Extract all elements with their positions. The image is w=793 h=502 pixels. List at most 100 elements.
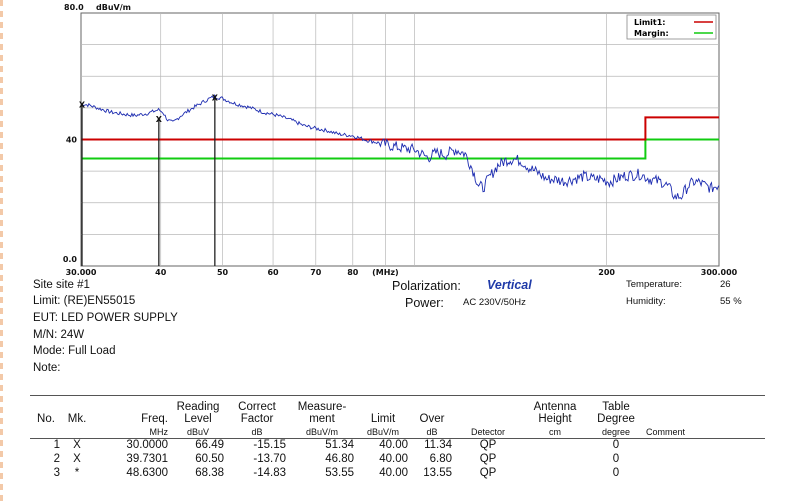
left-edge-decoration bbox=[0, 0, 3, 502]
row-comment bbox=[644, 466, 765, 480]
marker-symbol: X bbox=[79, 101, 86, 110]
y-unit-label: dBuV/m bbox=[96, 3, 131, 12]
unit-measurement: dBuV/m bbox=[305, 426, 338, 437]
row-detector: QP bbox=[479, 453, 497, 465]
row-table-degree: 0 bbox=[612, 439, 620, 451]
mode-label: Mode: Full Load bbox=[33, 345, 116, 357]
x-tick-label: 40 bbox=[155, 268, 167, 277]
header-correct: Correct Factor bbox=[238, 401, 276, 425]
table-row: 3 * 48.6300 68.38 -14.83 53.55 40.00 13.… bbox=[30, 466, 765, 480]
header-freq: Freq. bbox=[141, 413, 168, 425]
legend: Limit1: Margin: bbox=[626, 14, 717, 40]
header-table-degree: Table Degree bbox=[597, 401, 635, 425]
legend-label: Margin: bbox=[634, 29, 669, 38]
humidity-label: Humidity: bbox=[626, 296, 666, 307]
row-correct: -15.15 bbox=[253, 439, 286, 451]
row-no: 1 bbox=[53, 439, 60, 451]
row-comment bbox=[644, 452, 765, 466]
header-mk: Mk. bbox=[67, 413, 87, 425]
legend-label: Limit1: bbox=[634, 18, 666, 27]
row-comment bbox=[644, 438, 765, 452]
polarization-label: Polarization: bbox=[392, 279, 461, 293]
row-limit: 40.00 bbox=[379, 467, 408, 479]
header-measurement: Measure- ment bbox=[297, 401, 347, 425]
x-tick-label: (MHz) bbox=[372, 268, 399, 277]
temperature-label: Temperature: bbox=[626, 279, 682, 290]
unit-reading: dBuV bbox=[186, 426, 210, 437]
row-measurement: 46.80 bbox=[325, 453, 354, 465]
humidity-value: 55 % bbox=[720, 296, 742, 307]
x-tick-label: 200 bbox=[598, 268, 615, 277]
unit-correct: dB bbox=[251, 426, 263, 437]
measurement-trace bbox=[80, 94, 720, 200]
header-no: No. bbox=[37, 413, 55, 425]
row-no: 3 bbox=[53, 467, 60, 479]
x-tick-label: 80 bbox=[347, 268, 359, 277]
header-detector bbox=[454, 395, 522, 425]
row-over: 11.34 bbox=[424, 439, 452, 451]
power-value: AC 230V/50Hz bbox=[463, 297, 526, 308]
limit-line bbox=[81, 116, 719, 141]
header-reading: Reading Level bbox=[176, 401, 220, 425]
unit-limit: dBuV/m bbox=[366, 426, 399, 437]
site-label: Site site #1 bbox=[33, 279, 90, 291]
margin-line bbox=[81, 138, 719, 160]
row-freq: 30.0000 bbox=[126, 439, 168, 451]
row-mk: X bbox=[73, 439, 81, 451]
limit-standard-label: Limit: (RE)EN55015 bbox=[33, 295, 136, 307]
row-reading: 68.38 bbox=[195, 467, 224, 479]
header-comment bbox=[644, 395, 765, 425]
y-tick-label: 40 bbox=[66, 136, 78, 145]
table-unit-rule bbox=[30, 438, 765, 439]
row-over: 6.80 bbox=[429, 453, 452, 465]
y-top-tick-label: 80.0 bbox=[64, 3, 84, 12]
table-top-rule bbox=[30, 395, 765, 396]
row-limit: 40.00 bbox=[379, 453, 408, 465]
x-tick-label: 60 bbox=[267, 268, 279, 277]
row-correct: -13.70 bbox=[253, 453, 286, 465]
row-mk: * bbox=[74, 467, 80, 479]
row-freq: 39.7301 bbox=[126, 453, 168, 465]
row-antenna bbox=[522, 452, 588, 466]
eut-label: EUT: LED POWER SUPPLY bbox=[33, 312, 178, 324]
row-detector: QP bbox=[479, 467, 497, 479]
x-tick-label: 30.000 bbox=[66, 268, 97, 277]
unit-antenna: cm bbox=[549, 426, 561, 437]
unit-table-degree: degree bbox=[601, 426, 631, 437]
unit-comment: Comment bbox=[646, 426, 686, 437]
row-table-degree: 0 bbox=[612, 467, 620, 479]
row-reading: 66.49 bbox=[195, 439, 224, 451]
row-over: 13.55 bbox=[423, 467, 452, 479]
row-limit: 40.00 bbox=[379, 439, 408, 451]
measurement-table: No. Mk. Freq. Reading Level Correct Fact… bbox=[30, 395, 765, 480]
y-tick-label: 0.0 bbox=[63, 255, 78, 264]
header-over: Over bbox=[419, 413, 445, 425]
legend-box bbox=[626, 14, 717, 40]
row-mk: X bbox=[73, 453, 81, 465]
polarization-value: Vertical bbox=[487, 278, 532, 292]
header-limit: Limit bbox=[370, 413, 396, 425]
x-tick-label: 70 bbox=[310, 268, 322, 277]
row-table-degree: 0 bbox=[612, 453, 620, 465]
unit-over: dB bbox=[426, 426, 438, 437]
row-detector: QP bbox=[479, 439, 497, 451]
temperature-value: 26 bbox=[720, 279, 731, 290]
marker-symbol: X bbox=[156, 115, 163, 124]
unit-detector: Detector bbox=[470, 426, 505, 437]
header-antenna: Antenna Height bbox=[533, 401, 577, 425]
row-antenna bbox=[522, 438, 588, 452]
power-label: Power: bbox=[405, 296, 444, 310]
row-freq: 48.6300 bbox=[126, 467, 168, 479]
row-correct: -14.83 bbox=[253, 467, 286, 479]
model-label: M/N: 24W bbox=[33, 329, 85, 341]
row-no: 2 bbox=[53, 453, 60, 465]
table-row: 1 X 30.0000 66.49 -15.15 51.34 40.00 11.… bbox=[30, 438, 765, 452]
emission-chart: 80.0 dBuV/m 40 0.0 30.000 40 50 60 70 80 (MHz) 200 3… bbox=[63, 3, 738, 277]
row-measurement: 53.55 bbox=[325, 467, 354, 479]
table-row: 2 X 39.7301 60.50 -13.70 46.80 40.00 6.8… bbox=[30, 452, 765, 466]
row-reading: 60.50 bbox=[195, 453, 224, 465]
unit-freq: MHz bbox=[149, 426, 169, 437]
x-tick-label: 300.000 bbox=[701, 268, 738, 277]
row-antenna bbox=[522, 466, 588, 480]
note-label: Note: bbox=[33, 362, 61, 374]
